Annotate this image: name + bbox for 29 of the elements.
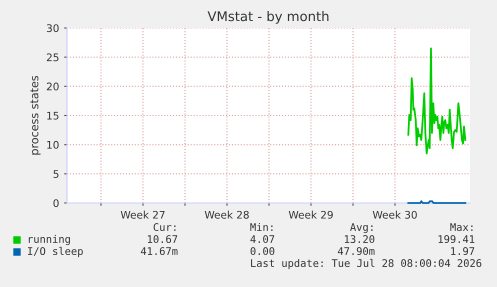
text: 1.97 [451,247,474,256]
line-series [407,48,466,154]
y-tick-label: 10 [47,140,59,149]
text: Avg: [350,223,372,234]
chart-title: VMstat - by month [208,11,328,24]
x-tick-label: Week 29 [288,210,333,219]
x-tick-label: Week 28 [204,210,249,219]
y-axis-title: process states [30,76,41,155]
text: 47.90m [338,247,375,256]
legend-label: running [28,234,70,246]
text: Max: [450,223,472,232]
text: 0.00 [250,247,274,256]
y-tick-label: 30 [46,24,59,32]
legend-label: I/O sleep [28,246,83,258]
text: Min: [250,222,272,231]
text: 4.07 [250,235,274,244]
x-tick-label: Week 27 [120,210,165,219]
text: 10.67 [148,235,178,244]
y-tick-label: 0 [53,199,59,208]
y-tick-label: 15 [47,112,58,120]
y-tick-label: 5 [54,170,58,178]
text: 199.41 [438,235,474,244]
y-tick-label: 25 [46,53,58,62]
text: Last update: Tue Jul 28 08:00:04 2026 [251,258,482,270]
text: 13.20 [344,235,374,244]
x-tick-label: Week 30 [372,210,417,219]
y-tick-label: 20 [46,82,59,90]
text: 41.67m [140,247,178,256]
text: Cur: [154,223,176,232]
